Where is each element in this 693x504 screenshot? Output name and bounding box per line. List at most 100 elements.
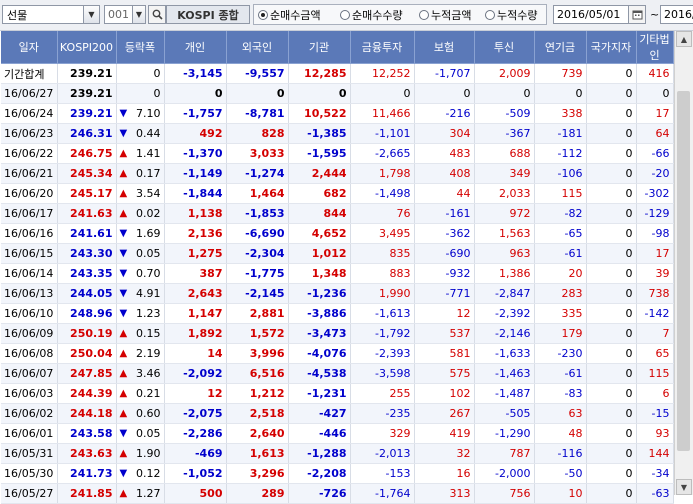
arrow-down-icon: ▼ <box>119 128 128 139</box>
financial-investment-cell: 1,798 <box>350 163 415 184</box>
table-row[interactable]: 16/06/20 245.17 ▲ 3.54 -1,844 1,464 682 -1,498 4… <box>1 183 674 204</box>
individual-cell: 2,643 <box>164 283 227 304</box>
table-row[interactable]: 16/06/01 243.58 ▼ 0.05 -2,286 2,640 -446 329 419… <box>1 423 674 444</box>
arrow-down-icon: ▼ <box>119 268 128 279</box>
government-cell: 0 <box>586 243 637 264</box>
scroll-thumb[interactable] <box>677 91 690 451</box>
table-body: 기간합계 239.21 0 -3,145 -9,557 12,285 12,252 -1,70… <box>1 63 674 504</box>
table-row[interactable]: 16/06/03 244.39 ▲ 0.21 12 1,212 -1,231 255 102 -1… <box>1 383 674 404</box>
arrow-down-icon: ▼ <box>119 468 128 479</box>
table-row[interactable]: 16/06/17 241.63 ▲ 0.02 1,138 -1,853 844 76 -161 9… <box>1 203 674 224</box>
column-header[interactable]: 일자 <box>1 31 58 64</box>
investment-trust-cell: 1,386 <box>474 263 535 284</box>
radio-cumulative-qty[interactable]: 누적수량 <box>485 7 537 23</box>
institution-cell: -1,595 <box>288 143 351 164</box>
code-combo[interactable]: 001 ▼ <box>104 5 146 24</box>
column-header[interactable]: 기타법인 <box>636 31 674 64</box>
table-row[interactable]: 16/06/13 244.05 ▼ 4.91 2,643 -2,145 -1,236 1,99… <box>1 283 674 304</box>
pension-cell: 48 <box>534 423 587 444</box>
table-row[interactable]: 16/06/24 239.21 ▼ 7.10 -1,757 -8,781 10,522 11,… <box>1 103 674 124</box>
investment-trust-cell: 0 <box>474 83 535 104</box>
chevron-down-icon[interactable]: ▼ <box>83 6 99 23</box>
table-row[interactable]: 16/06/08 250.04 ▲ 2.19 14 3,996 -4,076 -2,393 58… <box>1 343 674 364</box>
table-row[interactable]: 16/06/22 246.75 ▲ 1.41 -1,370 3,033 -1,595 -2,6… <box>1 143 674 164</box>
investment-trust-cell: 963 <box>474 243 535 264</box>
government-cell: 0 <box>586 343 637 364</box>
other-corp-cell: -98 <box>636 223 674 244</box>
government-cell: 0 <box>586 363 637 384</box>
column-header[interactable]: 투신 <box>474 31 535 64</box>
end-date-field[interactable]: 2016/ <box>660 5 693 24</box>
table-row[interactable]: 16/05/31 243.63 ▲ 1.90 -469 1,613 -1,288 -2,013… <box>1 443 674 464</box>
table-row[interactable]: 16/06/27 239.21 0 0 0 0 0 0 0 0 0 0 <box>1 83 674 104</box>
arrow-up-icon: ▲ <box>119 488 128 499</box>
column-header[interactable]: 등락폭 <box>116 31 165 64</box>
market-select[interactable]: 선물 ▼ <box>2 5 100 24</box>
calendar-icon[interactable] <box>628 6 645 23</box>
kospi200-cell: 245.34 <box>57 163 117 184</box>
institution-cell: -726 <box>288 483 351 504</box>
radio-cumulative-amount[interactable]: 누적금액 <box>419 7 471 23</box>
column-header[interactable]: 연기금 <box>534 31 587 64</box>
government-cell: 0 <box>586 303 637 324</box>
institution-cell: -3,886 <box>288 303 351 324</box>
scroll-down-icon[interactable]: ▼ <box>676 479 692 495</box>
end-date-value[interactable]: 2016/ <box>664 8 693 21</box>
insurance-cell: 12 <box>414 303 475 324</box>
foreign-cell: 3,996 <box>226 343 289 364</box>
column-header[interactable]: 금융투자 <box>350 31 415 64</box>
table-row[interactable]: 16/06/10 248.96 ▼ 1.23 1,147 2,881 -3,886 -1,61… <box>1 303 674 324</box>
investment-trust-cell: -1,290 <box>474 423 535 444</box>
radio-icon <box>419 10 429 20</box>
table-row[interactable]: 16/06/21 245.34 ▲ 0.17 -1,149 -1,274 2,444 1,79… <box>1 163 674 184</box>
institution-cell: -427 <box>288 403 351 424</box>
table-row[interactable]: 16/06/09 250.19 ▲ 0.15 1,892 1,572 -3,473 -1,79… <box>1 323 674 344</box>
foreign-cell: 2,640 <box>226 423 289 444</box>
column-header[interactable]: KOSPI200 <box>57 31 117 64</box>
change-value: 0.70 <box>136 267 161 280</box>
foreign-cell: 2,881 <box>226 303 289 324</box>
individual-cell: 387 <box>164 263 227 284</box>
government-cell: 0 <box>586 63 637 84</box>
individual-cell: -1,149 <box>164 163 227 184</box>
pension-cell: -83 <box>534 383 587 404</box>
date-cell: 16/06/01 <box>1 423 58 444</box>
institution-cell: -4,538 <box>288 363 351 384</box>
date-cell: 16/05/30 <box>1 463 58 484</box>
insurance-cell: 313 <box>414 483 475 504</box>
code-input[interactable]: 001 <box>108 8 129 21</box>
table-row[interactable]: 16/06/14 243.35 ▼ 0.70 387 -1,775 1,348 883 -932… <box>1 263 674 284</box>
table-row[interactable]: 16/06/23 246.31 ▼ 0.44 492 828 -1,385 -1,101 304… <box>1 123 674 144</box>
date-cell: 16/06/22 <box>1 143 58 164</box>
government-cell: 0 <box>586 483 637 504</box>
search-button[interactable] <box>148 5 166 24</box>
arrow-down-icon: ▼ <box>119 108 128 119</box>
table-row[interactable]: 16/06/02 244.18 ▲ 0.60 -2,075 2,518 -427 -235 26… <box>1 403 674 424</box>
index-name: KOSPI 종합 <box>177 8 239 22</box>
change-value: 1.41 <box>136 147 161 160</box>
table-row[interactable]: 16/05/27 241.85 ▲ 1.27 500 289 -726 -1,764 313 75… <box>1 483 674 504</box>
start-date-field[interactable]: 2016/05/01 <box>553 5 646 24</box>
chevron-down-icon[interactable]: ▼ <box>132 6 145 23</box>
table-row[interactable]: 16/06/07 247.85 ▲ 3.46 -2,092 6,516 -4,538 -3,5… <box>1 363 674 384</box>
other-corp-cell: -34 <box>636 463 674 484</box>
column-header[interactable]: 기관 <box>288 31 351 64</box>
scroll-up-icon[interactable]: ▲ <box>676 31 692 47</box>
change-value: 3.54 <box>136 187 161 200</box>
table-row[interactable]: 16/06/15 243.30 ▼ 0.05 1,275 -2,304 1,012 835 -6… <box>1 243 674 264</box>
vertical-scrollbar[interactable]: ▲ ▼ <box>674 31 693 495</box>
insurance-cell: 419 <box>414 423 475 444</box>
radio-net-buy-amount[interactable]: 순매수금액 <box>258 7 321 23</box>
column-header[interactable]: 외국인 <box>226 31 289 64</box>
table-row[interactable]: 16/05/30 241.73 ▼ 0.12 -1,052 3,296 -2,208 -153… <box>1 463 674 484</box>
table-row[interactable]: 16/06/16 241.61 ▼ 1.69 2,136 -6,690 4,652 3,495… <box>1 223 674 244</box>
financial-investment-cell: 0 <box>350 83 415 104</box>
radio-net-buy-qty[interactable]: 순매수수량 <box>340 7 403 23</box>
insurance-cell: -771 <box>414 283 475 304</box>
start-date-value[interactable]: 2016/05/01 <box>557 8 621 21</box>
pension-cell: -61 <box>534 243 587 264</box>
column-header[interactable]: 개인 <box>164 31 227 64</box>
column-header[interactable]: 국가지자 <box>586 31 637 64</box>
column-header[interactable]: 보험 <box>414 31 475 64</box>
table-row[interactable]: 기간합계 239.21 0 -3,145 -9,557 12,285 12,252 -1,70… <box>1 63 674 84</box>
